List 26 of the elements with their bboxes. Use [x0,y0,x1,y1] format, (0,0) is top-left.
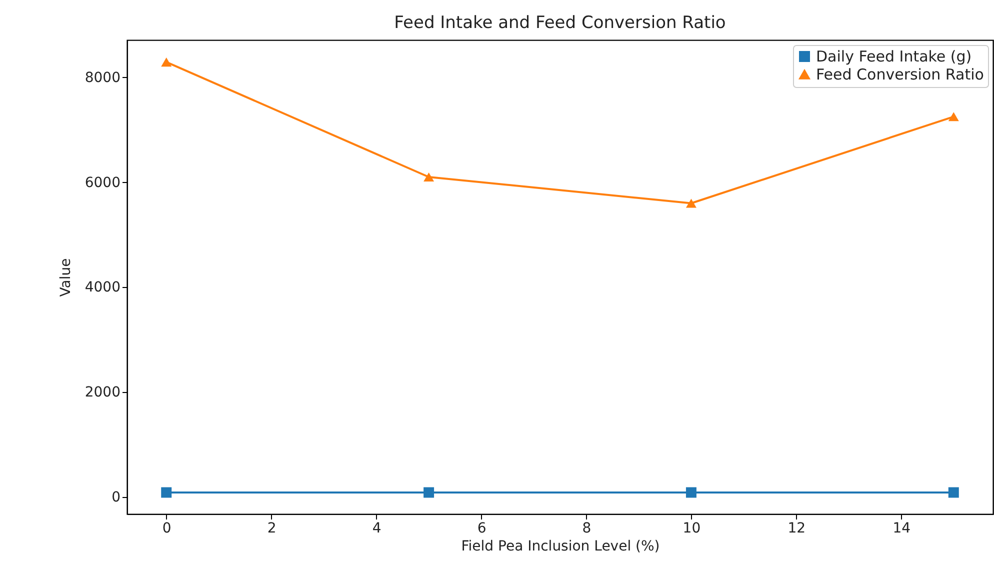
y-axis-title: Value [58,258,74,297]
x-tick-label: 12 [788,520,806,536]
y-tick-label: 8000 [84,70,120,86]
y-tick-label: 2000 [84,384,120,401]
chart-title: Feed Intake and Feed Conversion Ratio [394,13,726,33]
point [424,487,434,498]
x-axis-title: Field Pea Inclusion Level (%) [461,538,660,554]
legend-label: Daily Feed Intake (g) [816,48,972,66]
y-tick-label: 4000 [84,280,120,296]
x-tick-label: 8 [582,520,592,536]
x-tick-label: 10 [682,520,701,536]
x-tick-label: 6 [477,520,486,536]
x-tick-label: 14 [892,520,911,536]
point [161,487,172,498]
legend-label: Feed Conversion Ratio [816,66,984,84]
point [686,487,696,498]
y-tick-label: 6000 [84,174,120,191]
x-tick-label: 2 [267,520,276,536]
x-tick-label: 0 [162,520,172,536]
point [948,112,959,122]
point [948,487,959,498]
y-tick-label: 0 [112,490,120,506]
point [161,58,172,67]
point [424,172,434,182]
x-tick-label: 4 [372,520,382,536]
point [686,198,696,208]
